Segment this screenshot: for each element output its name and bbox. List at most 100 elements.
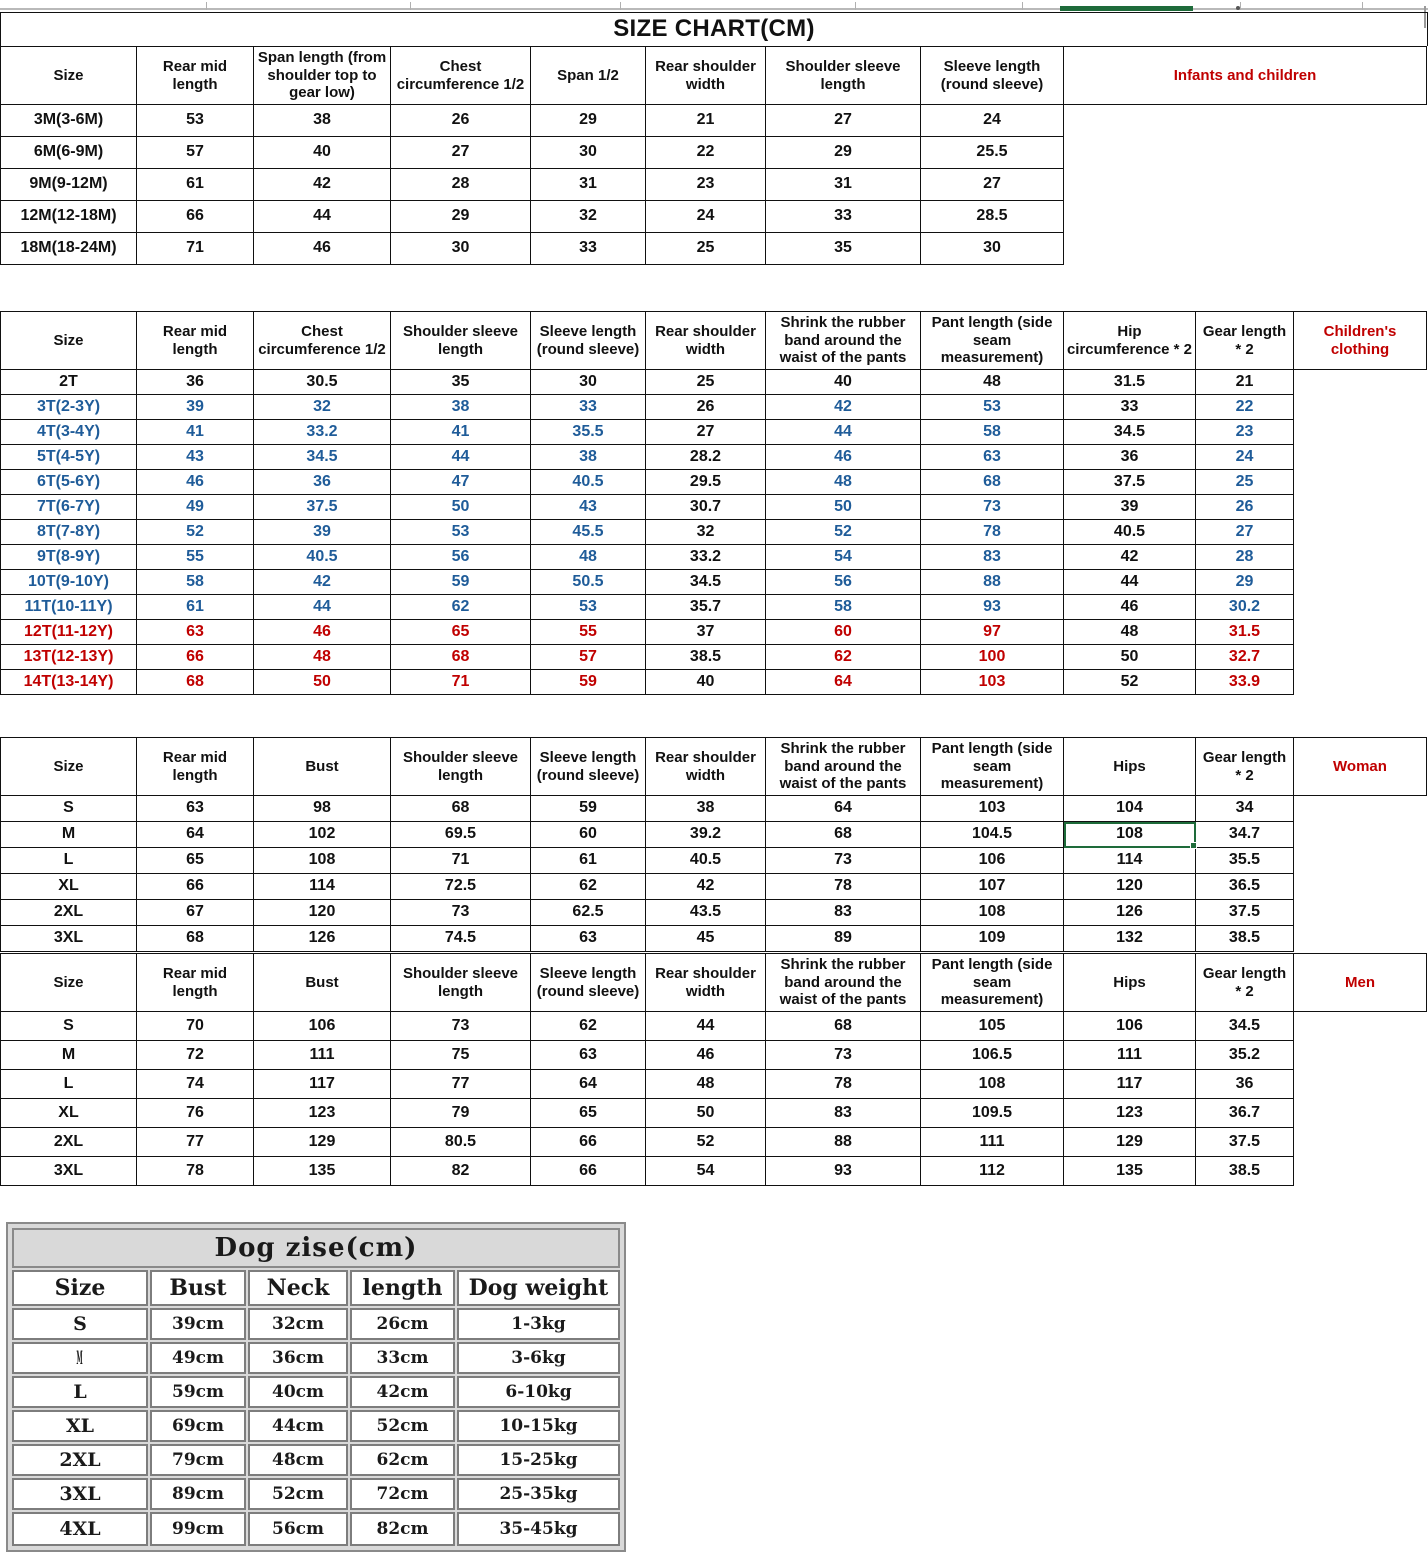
value-cell: 52cm — [248, 1478, 348, 1510]
col-header: Sleeve length (round sleeve) — [920, 45, 1064, 106]
value-cell: 35.5 — [1195, 847, 1294, 875]
value-cell: 106 — [920, 847, 1064, 875]
value-cell: 37.5 — [1195, 899, 1294, 927]
value-cell: 22 — [645, 136, 766, 170]
size-cell: 5T(4-5Y) — [0, 444, 137, 471]
value-cell: 72cm — [350, 1478, 455, 1510]
value-cell: 29 — [390, 200, 531, 234]
col-header: Size — [0, 736, 137, 797]
col-header: Shoulder sleeve length — [390, 310, 531, 371]
value-cell: 120 — [1063, 873, 1196, 901]
value-cell: 108 — [920, 1069, 1064, 1100]
value-cell: 105 — [920, 1011, 1064, 1042]
value-cell: 42 — [765, 394, 921, 421]
value-cell: 31 — [765, 168, 921, 202]
value-cell: 34.5 — [253, 444, 391, 471]
value-cell: 53 — [530, 594, 646, 621]
size-cell: 3XL — [0, 925, 137, 953]
value-cell: 46 — [1063, 594, 1196, 621]
value-cell: 23 — [1195, 419, 1294, 446]
col-header: Pant length (side seam measurement) — [920, 310, 1064, 371]
value-cell: 30 — [530, 136, 646, 170]
value-cell: 59 — [530, 669, 646, 696]
value-cell: 120 — [253, 899, 391, 927]
value-cell: 34.5 — [1195, 1011, 1294, 1042]
value-cell: 106 — [253, 1011, 391, 1042]
value-cell: 36 — [1195, 1069, 1294, 1100]
value-cell: 37 — [645, 619, 766, 646]
infants-header-row: Size Rear mid length Span length (from s… — [0, 45, 1427, 106]
value-cell: 58 — [136, 569, 254, 596]
value-cell: 129 — [253, 1127, 391, 1158]
value-cell: 3-6kg — [457, 1342, 620, 1374]
value-cell: 99cm — [150, 1512, 246, 1546]
table-row: 13T(12-13Y) 66 48 68 57 38.5 62 100 50 32.7 — [0, 644, 1427, 671]
col-header: Gear length * 2 — [1195, 310, 1294, 371]
value-cell: 42 — [1063, 544, 1196, 571]
value-cell: 34.7 — [1195, 821, 1294, 849]
table-row: S 39cm 32cm 26cm 1-3kg — [12, 1308, 620, 1340]
size-cell: 3XL — [12, 1478, 148, 1510]
value-cell: 73 — [920, 494, 1064, 521]
value-cell: 98 — [253, 795, 391, 823]
value-cell: 26 — [390, 104, 531, 138]
value-cell: 53 — [920, 394, 1064, 421]
value-cell: 78 — [765, 1069, 921, 1100]
size-cell: 4T(3-4Y) — [0, 419, 137, 446]
value-cell: 28 — [1195, 544, 1294, 571]
value-cell: 28.5 — [920, 200, 1064, 234]
table-row: XL 66 114 72.5 62 42 78 107 120 36.5 — [0, 873, 1427, 901]
col-header: Chest circumference 1/2 — [253, 310, 391, 371]
size-cell: S — [12, 1308, 148, 1340]
men-table-body: S 70 106 73 62 44 68 105 106 34.5 M 72 111 75 63 46 73 10… — [0, 1011, 1427, 1187]
value-cell: 68 — [920, 469, 1064, 496]
table-row: 2T 36 30.5 35 30 25 40 48 31.5 21 — [0, 369, 1427, 396]
table-row: 3M(3-6M) 53 38 26 29 21 27 24 — [0, 104, 1427, 138]
value-cell: 40 — [253, 136, 391, 170]
col-header: Rear mid length — [136, 952, 254, 1013]
value-cell: 30 — [390, 232, 531, 266]
value-cell: 35.7 — [645, 594, 766, 621]
infants-table-head: Size Rear mid length Span length (from s… — [0, 45, 1427, 106]
value-cell: 43 — [136, 444, 254, 471]
category-label-children: Children's clothing — [1293, 310, 1427, 371]
value-cell: 41 — [136, 419, 254, 446]
value-cell: 40.5 — [530, 469, 646, 496]
value-cell: 60 — [530, 821, 646, 849]
value-cell: 24 — [645, 200, 766, 234]
value-cell: 25-35kg — [457, 1478, 620, 1510]
men-table-block: Size Rear mid length Bust Shoulder sleev… — [0, 952, 1427, 1187]
value-cell: 52 — [136, 519, 254, 546]
table-row: 12M(12-18M) 66 44 29 32 24 33 28.5 — [0, 200, 1427, 234]
value-cell: 76 — [136, 1098, 254, 1129]
table-row: 9T(8-9Y) 55 40.5 56 48 33.2 54 83 42 28 — [0, 544, 1427, 571]
value-cell: 35 — [765, 232, 921, 266]
value-cell: 83 — [765, 1098, 921, 1129]
col-header: Sleeve length (round sleeve) — [530, 736, 646, 797]
size-cell: 2XL — [0, 899, 137, 927]
table-row: 7T(6-7Y) 49 37.5 50 43 30.7 50 73 39 26 — [0, 494, 1427, 521]
col-header: Chest circumference 1/2 — [390, 45, 531, 106]
value-cell: 1-3kg — [457, 1308, 620, 1340]
value-cell: 61 — [136, 594, 254, 621]
value-cell: 29 — [765, 136, 921, 170]
col-header: Hips — [1063, 736, 1196, 797]
value-cell: 68 — [390, 795, 531, 823]
ruler-tick — [206, 2, 207, 10]
value-cell: 48 — [645, 1069, 766, 1100]
value-cell: 32 — [253, 394, 391, 421]
value-cell: 41 — [390, 419, 531, 446]
value-cell: 126 — [253, 925, 391, 953]
value-cell: 32 — [530, 200, 646, 234]
value-cell: 38 — [645, 795, 766, 823]
value-cell: 59 — [390, 569, 531, 596]
size-cell: 2XL — [12, 1444, 148, 1476]
ruler-tick — [1362, 2, 1363, 10]
value-cell: 27 — [1195, 519, 1294, 546]
size-cell: 13T(12-13Y) — [0, 644, 137, 671]
value-cell: 61 — [136, 168, 254, 202]
value-cell: 74.5 — [390, 925, 531, 953]
value-cell: 39 — [1063, 494, 1196, 521]
value-cell: 38 — [253, 104, 391, 138]
